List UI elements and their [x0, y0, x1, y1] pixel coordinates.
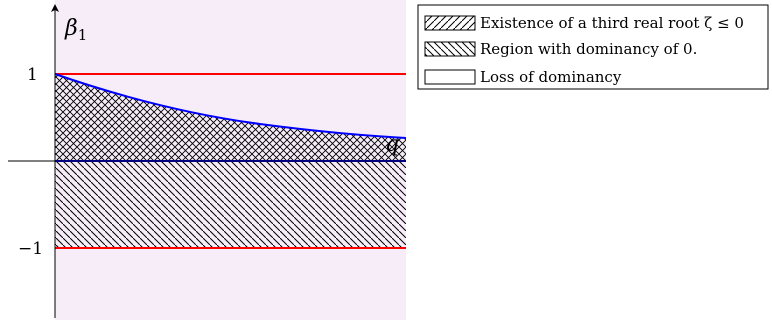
legend: Existence of a third real root ζ ≤ 0 Reg…	[417, 4, 769, 90]
dominancy-of-zero-region	[55, 161, 406, 248]
x-axis-label: q	[385, 132, 399, 157]
tick-label-minus-1: −1	[18, 239, 43, 259]
y-axis-arrowhead	[51, 4, 59, 12]
tick-label-1: 1	[27, 65, 38, 85]
legend-item-label: Region with dominancy of 0.	[480, 40, 697, 58]
third-real-root-region	[55, 74, 406, 161]
y-axis-label: β1	[64, 16, 87, 44]
legend-item-label: Existence of a third real root ζ ≤ 0	[480, 14, 744, 32]
blue-curve-boundary	[54, 73, 407, 139]
legend-swatch-north-east-lines	[424, 15, 476, 31]
legend-box	[417, 4, 769, 90]
legend-swatch-north-west-lines	[424, 41, 476, 57]
legend-item-label: Loss of dominancy	[480, 68, 622, 86]
legend-swatch-blank	[424, 69, 476, 85]
